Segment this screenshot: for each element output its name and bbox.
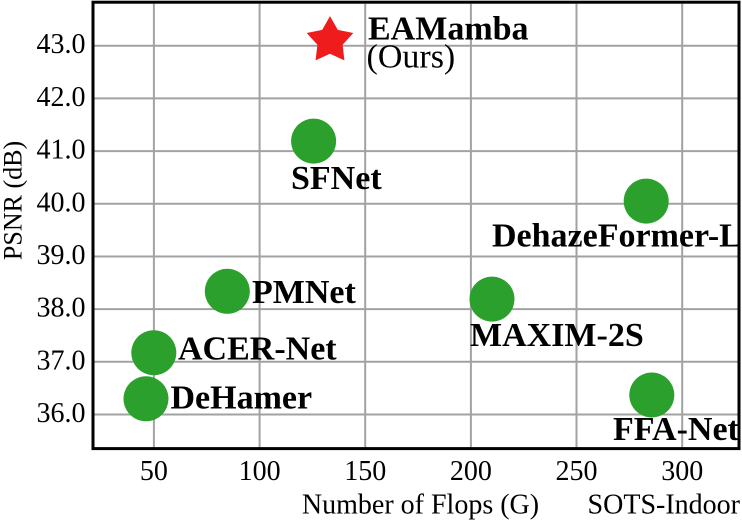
svg-text:42.0: 42.0	[37, 82, 86, 113]
svg-text:PSNR (dB): PSNR (dB)	[0, 141, 28, 260]
svg-text:37.0: 37.0	[37, 345, 86, 376]
svg-text:200: 200	[450, 456, 492, 487]
svg-text:300: 300	[661, 456, 703, 487]
svg-text:38.0: 38.0	[37, 293, 86, 324]
svg-text:43.0: 43.0	[37, 29, 86, 60]
svg-text:EAMamba: EAMamba	[368, 11, 529, 48]
svg-text:39.0: 39.0	[37, 240, 86, 271]
svg-text:SOTS-Indoor: SOTS-Indoor	[588, 490, 741, 521]
svg-text:SFNet: SFNet	[291, 160, 382, 197]
svg-text:50: 50	[140, 456, 168, 487]
svg-text:FFA-Net: FFA-Net	[613, 411, 740, 448]
svg-text:DeHamer: DeHamer	[171, 380, 313, 417]
svg-text:PMNet: PMNet	[252, 274, 357, 311]
svg-text:ACER-Net: ACER-Net	[178, 331, 337, 368]
svg-text:(Ours): (Ours)	[367, 39, 456, 76]
svg-text:100: 100	[239, 456, 281, 487]
svg-text:41.0: 41.0	[37, 135, 86, 166]
svg-text:Number of Flops (G): Number of Flops (G)	[302, 490, 539, 521]
svg-text:250: 250	[556, 456, 598, 487]
svg-text:36.0: 36.0	[37, 398, 86, 429]
svg-text:DehazeFormer-L: DehazeFormer-L	[492, 218, 742, 255]
svg-text:40.0: 40.0	[37, 187, 86, 218]
svg-text:150: 150	[344, 456, 386, 487]
svg-text:MAXIM-2S: MAXIM-2S	[470, 317, 644, 354]
